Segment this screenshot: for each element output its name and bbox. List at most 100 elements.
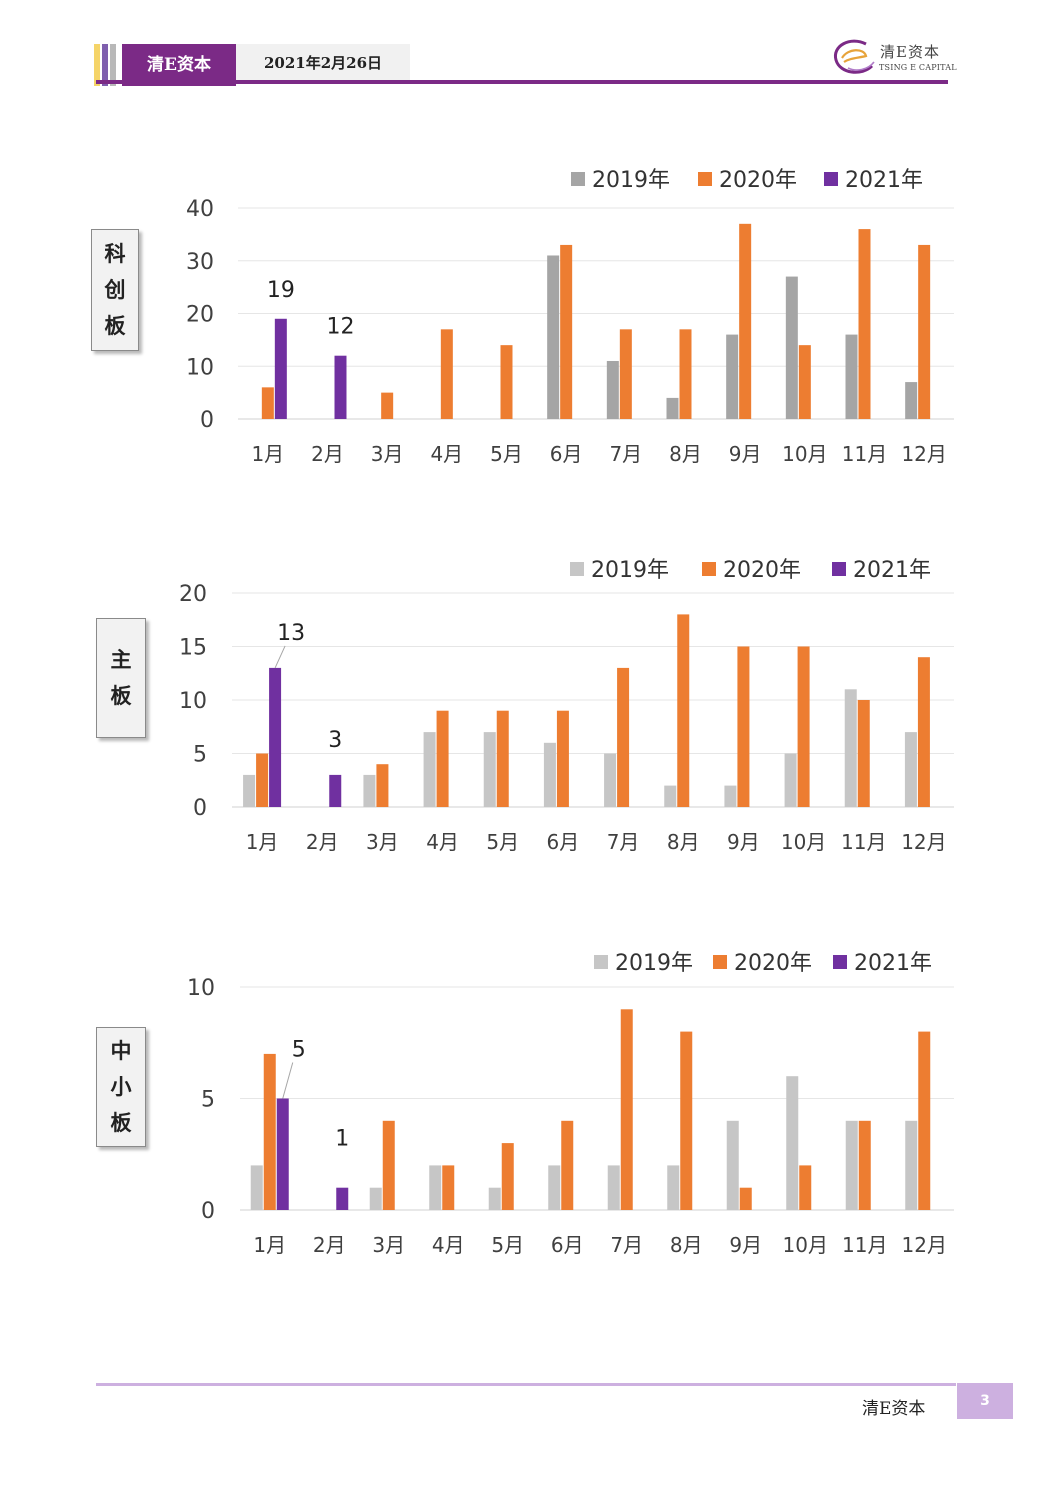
bar-2020-10 — [797, 646, 810, 807]
bar-2019-7 — [606, 360, 619, 419]
legend-label: 2019年 — [591, 558, 669, 583]
bar-2020-11 — [857, 700, 870, 807]
bar-2020-6 — [561, 1120, 574, 1210]
board-label-main-board: 主 板 — [96, 618, 146, 738]
legend-swatch — [713, 955, 727, 969]
y-tick-label: 5 — [193, 743, 207, 768]
legend-swatch — [833, 955, 847, 969]
legend-label: 2020年 — [719, 168, 797, 193]
header-date: 2021年2月26日 — [236, 44, 410, 82]
bar-2020-5 — [501, 1143, 514, 1210]
bar-2019-10 — [785, 276, 798, 419]
x-tick-label: 12月 — [901, 830, 946, 854]
bar-2019-3 — [369, 1187, 382, 1210]
legend-swatch — [570, 562, 584, 576]
x-tick-label: 11月 — [841, 830, 886, 854]
bar-2021-2 — [336, 1187, 349, 1210]
x-tick-label: 11月 — [842, 442, 887, 466]
x-tick-label: 10月 — [781, 830, 826, 854]
legend-label: 2020年 — [723, 558, 801, 583]
bar-2020-7 — [617, 667, 630, 807]
bar-2019-1 — [243, 774, 256, 807]
logo-text-en: TSING E CAPITAL — [879, 63, 957, 72]
x-tick-label: 7月 — [610, 1233, 643, 1257]
board-label-char: 板 — [110, 684, 132, 708]
board-label-char: 小 — [110, 1075, 132, 1099]
bar-2020-5 — [496, 710, 509, 807]
bar-2021-1 — [274, 318, 287, 419]
page-number: 3 — [957, 1383, 1013, 1419]
x-tick-label: 8月 — [670, 1233, 703, 1257]
bar-2020-8 — [680, 1031, 693, 1210]
x-tick-label: 10月 — [782, 442, 827, 466]
bar-2019-7 — [604, 753, 617, 807]
bar-2019-6 — [543, 742, 556, 807]
bar-2020-4 — [440, 329, 453, 419]
bar-2020-4 — [442, 1165, 455, 1210]
x-tick-label: 10月 — [783, 1233, 828, 1257]
bar-2020-7 — [619, 329, 632, 419]
data-label: 12 — [327, 315, 355, 340]
legend-swatch — [571, 172, 585, 186]
data-label: 5 — [292, 1038, 306, 1063]
bar-2021-1 — [276, 1098, 289, 1210]
y-tick-label: 20 — [179, 582, 207, 607]
bar-2020-9 — [737, 646, 750, 807]
bar-2019-5 — [488, 1187, 501, 1210]
x-tick-label: 8月 — [669, 442, 702, 466]
legend-label: 2019年 — [592, 168, 670, 193]
x-tick-label: 6月 — [550, 442, 583, 466]
x-tick-label: 1月 — [253, 1233, 286, 1257]
legend-label: 2021年 — [854, 951, 932, 976]
x-tick-label: 8月 — [667, 830, 700, 854]
legend-label: 2021年 — [845, 168, 923, 193]
bar-2020-3 — [382, 1120, 395, 1210]
x-tick-label: 9月 — [729, 1233, 762, 1257]
x-tick-label: 2月 — [313, 1233, 346, 1257]
bar-2019-9 — [726, 1120, 739, 1210]
bar-2019-9 — [726, 334, 739, 419]
bar-2021-2 — [329, 774, 342, 807]
data-label: 1 — [335, 1127, 349, 1152]
x-tick-label: 2月 — [311, 442, 344, 466]
legend-swatch — [698, 172, 712, 186]
x-tick-label: 4月 — [426, 830, 459, 854]
bar-2020-1 — [263, 1053, 276, 1210]
y-tick-label: 0 — [193, 796, 207, 821]
bar-2019-7 — [607, 1165, 620, 1210]
bar-2020-8 — [679, 329, 692, 419]
x-tick-label: 3月 — [371, 442, 404, 466]
bar-2019-8 — [666, 397, 679, 419]
x-tick-label: 5月 — [486, 830, 519, 854]
x-tick-label: 3月 — [366, 830, 399, 854]
y-tick-label: 0 — [201, 1199, 215, 1224]
header-stripe-violet — [102, 44, 108, 86]
bar-2020-9 — [739, 223, 752, 419]
x-tick-label: 4月 — [430, 442, 463, 466]
y-tick-label: 15 — [179, 636, 207, 661]
y-tick-label: 40 — [186, 197, 214, 222]
x-tick-label: 9月 — [727, 830, 760, 854]
data-label-leader — [274, 645, 286, 669]
y-tick-label: 10 — [179, 689, 207, 714]
bar-2020-1 — [256, 753, 269, 807]
x-tick-label: 5月 — [491, 1233, 524, 1257]
bar-2019-3 — [363, 774, 376, 807]
x-tick-label: 2月 — [306, 830, 339, 854]
x-tick-label: 12月 — [901, 442, 946, 466]
footer-rule — [96, 1383, 956, 1386]
bar-2020-6 — [556, 710, 569, 807]
bar-2020-10 — [799, 1165, 812, 1210]
logo-text-cn: 清E资本 — [880, 43, 940, 61]
y-tick-label: 5 — [201, 1088, 215, 1113]
y-tick-label: 30 — [186, 250, 214, 275]
x-tick-label: 6月 — [551, 1233, 584, 1257]
bar-2020-6 — [560, 244, 573, 419]
board-label-char: 板 — [104, 314, 126, 338]
board-label-star-market: 科 创 板 — [91, 229, 139, 351]
board-label-char: 创 — [104, 278, 126, 302]
bar-2020-3 — [376, 764, 389, 807]
bar-2019-4 — [423, 732, 436, 807]
bar-2020-12 — [917, 657, 930, 807]
